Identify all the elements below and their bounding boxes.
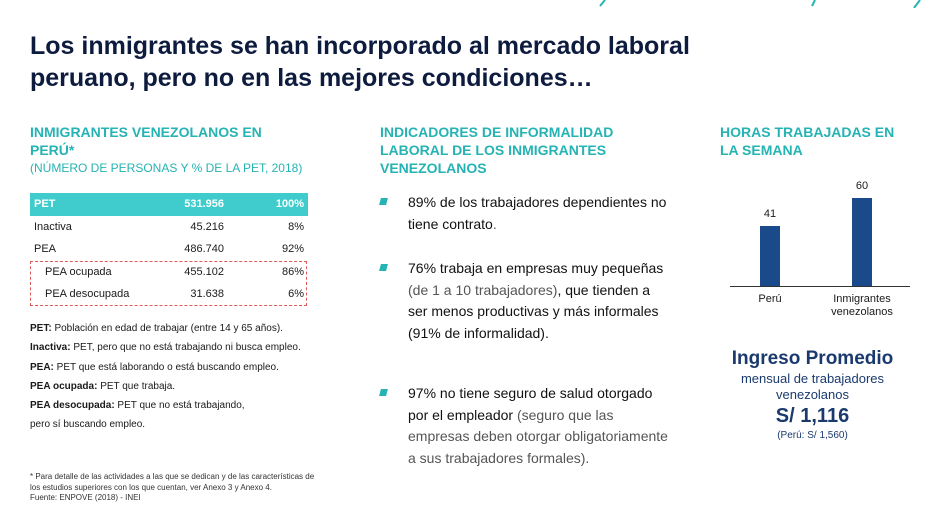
table-row: PET 531.956 100%	[30, 193, 308, 216]
definitions: PET: Población en edad de trabajar (entr…	[30, 319, 330, 435]
footnote-text: * Para detalle de las actividades a las …	[30, 472, 315, 492]
definition-item: PET: Población en edad de trabajar (entr…	[30, 323, 283, 334]
table-row: Inactiva 45.216 8%	[34, 220, 304, 233]
bullet-item: 89% de los trabajadores dependientes no …	[379, 192, 670, 235]
page-title: Los inmigrantes se han incorporado al me…	[30, 32, 690, 92]
bullet-marker-icon	[379, 264, 388, 271]
definition-item: pero sí buscando empleo.	[30, 419, 146, 431]
category-label: Perú	[758, 293, 782, 305]
ingreso-subtitle: mensual de trabajadores venezolanos	[740, 371, 885, 402]
bar-1	[852, 198, 872, 286]
bullet-marker-icon	[379, 198, 388, 205]
x-axis	[730, 286, 910, 287]
table-row: PEA ocupada 455.102 86%	[45, 265, 304, 278]
ingreso-note: (Perú: S/ 1,560)	[777, 430, 848, 441]
hours-heading: HORAS TRABAJADAS EN LA SEMANA	[720, 124, 895, 158]
informality-heading: INDICADORES DE INFORMALIDAD LABORAL DE L…	[380, 124, 614, 176]
bullet-item: 97% no tiene seguro de salud otorgado po…	[379, 383, 670, 469]
definition-item: PEA ocupada: PET que trabaja.	[30, 380, 176, 392]
source-text: Fuente: ENPOVE (2018) - INEI	[30, 493, 141, 502]
ingreso-value: S/ 1,116	[775, 405, 850, 427]
immigrants-heading: INMIGRANTES VENEZOLANOS EN PERÚ*	[30, 124, 262, 158]
footnote: * Para detalle de las actividades a las …	[30, 472, 320, 504]
bar-value-label: 41	[763, 207, 777, 220]
hours-chart: 41 Perú 60 Inmigrantes venezolanos	[720, 170, 920, 330]
bar-value-label: 60	[855, 180, 869, 192]
ingreso-title: Ingreso Promedio	[731, 348, 894, 369]
definition-item: PEA: PET que está laborando o está busca…	[30, 361, 279, 373]
table-row: PEA 486.740 92%	[34, 243, 304, 255]
ingreso-block: Ingreso Promedio mensual de trabajadores…	[720, 347, 905, 442]
immigrants-subheading: (NÚMERO DE PERSONAS Y % DE LA PET, 2018)	[30, 161, 303, 175]
top-decoration	[599, 0, 921, 8]
definition-item: PEA desocupada: PET que no está trabajan…	[30, 400, 245, 412]
definition-item: Inactiva: PET, pero que no está trabajan…	[30, 342, 301, 354]
bar-0	[760, 225, 780, 286]
bullet-marker-icon	[379, 389, 388, 396]
pea-highlight-box	[30, 261, 307, 306]
table-row: PEA desocupada 31.638 6%	[45, 288, 304, 300]
pet-table: PET 531.956 100% Inactiva 45.216 8% PEA …	[30, 193, 308, 306]
bullet-item: 76% trabaja en empresas muy pequeñas (de…	[379, 258, 670, 344]
category-label: Inmigrantes venezolanos	[831, 293, 893, 318]
